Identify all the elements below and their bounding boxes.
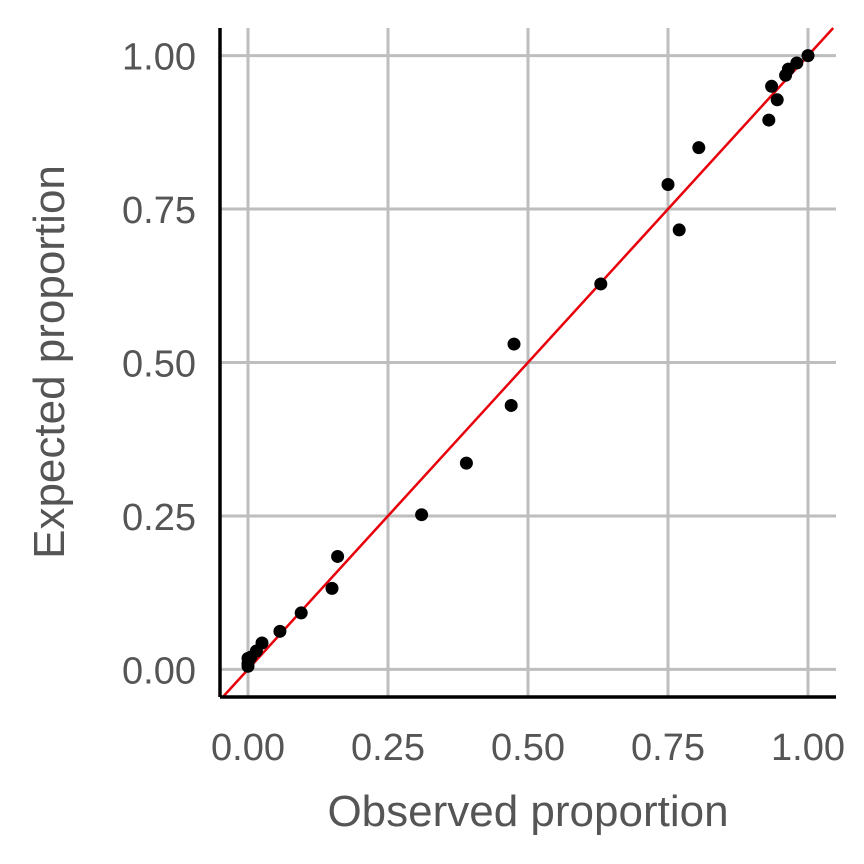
x-tick-label-4: 1.00 [771, 727, 845, 769]
x-axis-title: Observed proportion [327, 787, 728, 836]
data-point-17 [692, 141, 706, 155]
y-tick-label-1: 0.25 [122, 497, 196, 539]
y-tick-label-4: 1.00 [122, 37, 196, 79]
data-points [241, 49, 815, 673]
data-point-19 [765, 79, 779, 93]
axes [218, 28, 836, 699]
y-axis-title: Expected proportion [25, 165, 74, 559]
data-point-14 [594, 277, 608, 291]
data-point-6 [273, 624, 287, 638]
data-point-7 [294, 606, 308, 620]
x-tick-label-1: 0.25 [351, 727, 425, 769]
grid-lines [220, 28, 836, 697]
y-tick-label-2: 0.50 [122, 344, 196, 386]
data-point-18 [762, 113, 776, 127]
identity-reference-line [221, 27, 835, 698]
x-tick-label-0: 0.00 [211, 727, 285, 769]
x-tick-label-3: 0.75 [631, 727, 705, 769]
data-point-15 [661, 178, 675, 192]
data-point-8 [325, 581, 339, 595]
data-point-20 [770, 93, 784, 107]
data-point-9 [331, 549, 345, 563]
data-point-24 [801, 49, 815, 63]
data-point-5 [255, 636, 269, 650]
data-point-13 [507, 337, 521, 351]
tick-labels: 0.00 0.25 0.50 0.75 1.00 0.00 0.25 0.50 0.75 1.00 [122, 37, 845, 769]
data-point-11 [459, 456, 473, 470]
data-point-10 [415, 508, 429, 522]
x-tick-label-2: 0.50 [491, 727, 565, 769]
reference-line-layer [221, 27, 835, 698]
y-tick-label-3: 0.75 [122, 190, 196, 232]
y-tick-label-0: 0.00 [122, 650, 196, 692]
data-point-16 [672, 223, 686, 237]
data-point-12 [504, 398, 518, 412]
data-point-23 [790, 56, 804, 70]
